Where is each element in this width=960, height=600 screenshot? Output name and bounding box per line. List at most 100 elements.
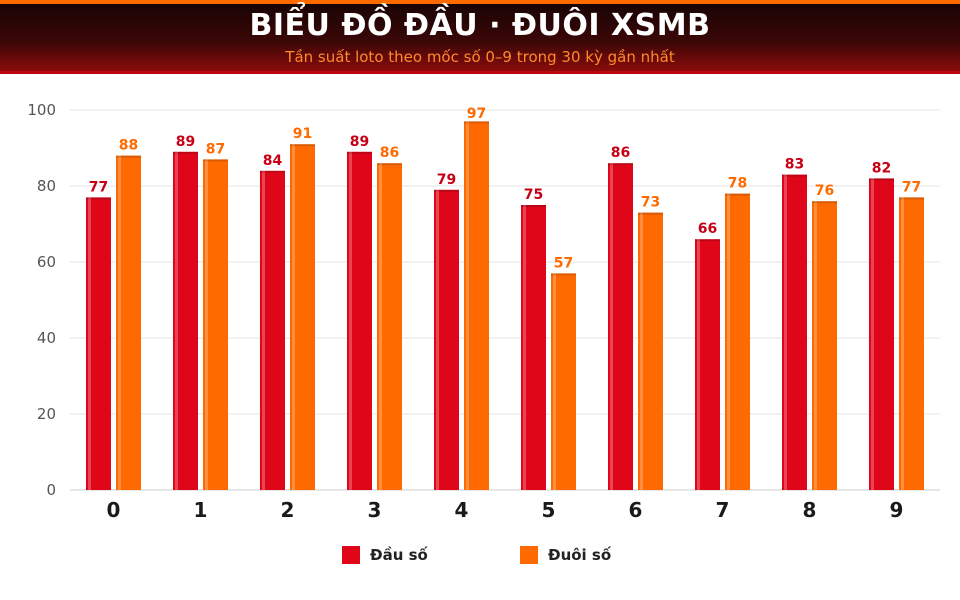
x-tick-label-3: 3 [368,498,382,522]
legend-item-duoi: Đuôi số [520,546,611,564]
data-label-dau-2: 84 [263,153,283,169]
bar-top-duoi-2 [290,144,315,147]
x-tick-label-8: 8 [803,498,817,522]
bar-dau-1 [173,151,198,491]
bar-dau-2 [260,170,285,491]
data-label-duoi-3: 86 [380,145,399,161]
y-tick-label-20: 20 [37,405,56,423]
bar-top-dau-4 [434,189,459,192]
chart-subtitle: Tần suất loto theo mốc số 0–9 trong 30 k… [285,48,675,66]
bar-top-dau-1 [173,151,198,154]
x-tick-label-5: 5 [542,498,556,522]
data-label-duoi-7: 78 [728,176,747,192]
bar-highlight-duoi-7 [727,193,730,490]
data-label-duoi-9: 77 [902,179,921,195]
chart-header: BIỂU ĐỒ ĐẦU · ĐUÔI XSMB Tần suất loto th… [0,0,960,74]
x-tick-label-2: 2 [281,498,295,522]
bar-highlight-duoi-1 [205,159,208,490]
data-label-duoi-6: 73 [641,195,660,211]
bar-highlight-duoi-3 [379,163,382,490]
y-tick-label-80: 80 [37,177,56,195]
bar-highlight-dau-6 [610,163,613,490]
bar-top-duoi-7 [725,193,750,196]
legend-label-duoi: Đuôi số [548,546,612,564]
bar-dau-0 [86,197,111,490]
x-tick-label-0: 0 [107,498,121,522]
bar-top-dau-0 [86,197,111,200]
legend-swatch-duoi [520,546,538,564]
bar-dau-5 [521,205,546,490]
legend-swatch-dau [342,546,360,564]
chart-title: BIỂU ĐỒ ĐẦU · ĐUÔI XSMB [249,8,711,43]
bar-highlight-dau-2 [262,170,265,491]
bar-duoi-0 [116,155,141,490]
data-label-dau-6: 86 [611,145,630,161]
y-tick-label-60: 60 [37,253,56,271]
bar-top-duoi-5 [551,273,576,276]
bar-highlight-duoi-6 [640,212,643,490]
bar-highlight-duoi-0 [118,155,121,490]
bar-highlight-duoi-2 [292,144,295,490]
bar-top-duoi-0 [116,155,141,158]
bar-dau-6 [608,163,633,490]
bar-top-dau-8 [782,174,807,177]
x-tick-label-9: 9 [890,498,904,522]
bar-highlight-dau-8 [784,174,787,490]
bar-duoi-5 [551,273,576,490]
bar-duoi-3 [377,163,402,490]
bar-duoi-8 [812,201,837,490]
bar-dau-7 [695,239,720,490]
bar-dau-3 [347,151,372,491]
bar-top-duoi-9 [899,197,924,200]
data-label-duoi-2: 91 [293,126,312,142]
y-tick-label-0: 0 [46,481,56,499]
bar-highlight-dau-4 [436,189,439,491]
data-label-duoi-1: 87 [206,141,225,157]
bar-top-duoi-6 [638,212,663,215]
bar-highlight-dau-3 [349,151,352,491]
bar-highlight-dau-5 [523,205,526,490]
bar-duoi-2 [290,144,315,490]
data-label-dau-0: 77 [89,179,108,195]
bar-top-dau-2 [260,170,285,173]
bar-duoi-9 [899,197,924,490]
data-label-duoi-4: 97 [467,106,486,122]
bar-duoi-4 [464,121,489,491]
bar-duoi-1 [203,159,228,490]
bar-dau-8 [782,174,807,490]
bar-highlight-duoi-9 [901,197,904,490]
bar-top-duoi-8 [812,201,837,204]
chart-legend: Đầu số Đuôi số [0,546,960,568]
bar-duoi-6 [638,212,663,490]
data-label-duoi-0: 88 [119,138,138,154]
legend-item-dau: Đầu số [342,546,428,564]
bar-dau-4 [434,189,459,491]
x-tick-label-7: 7 [716,498,730,522]
y-tick-label-100: 100 [27,101,56,119]
bar-top-duoi-4 [464,121,489,124]
data-label-dau-1: 89 [176,134,195,150]
x-tick-label-4: 4 [455,498,469,522]
data-label-dau-7: 66 [698,221,717,237]
bar-dau-9 [869,178,894,490]
bar-highlight-dau-9 [871,178,874,490]
bar-top-duoi-1 [203,159,228,162]
data-label-duoi-8: 76 [815,183,834,199]
data-label-duoi-5: 57 [554,255,573,271]
bar-top-dau-5 [521,205,546,207]
bar-top-dau-6 [608,163,633,166]
legend-label-dau: Đầu số [370,546,428,564]
x-tick-label-1: 1 [194,498,208,522]
bar-highlight-dau-1 [175,151,178,491]
data-label-dau-3: 89 [350,134,369,150]
bar-top-dau-9 [869,178,894,181]
data-label-dau-8: 83 [785,157,804,173]
y-tick-label-40: 40 [37,329,56,347]
data-label-dau-9: 82 [872,160,891,176]
bar-highlight-dau-7 [697,239,700,490]
bar-highlight-dau-0 [88,197,91,490]
bar-duoi-7 [725,193,750,490]
bar-top-duoi-3 [377,163,402,166]
data-label-dau-5: 75 [524,187,543,203]
